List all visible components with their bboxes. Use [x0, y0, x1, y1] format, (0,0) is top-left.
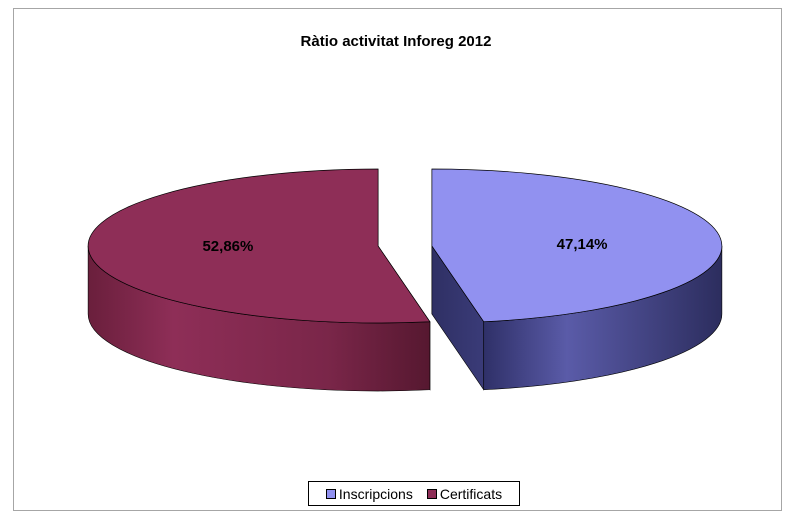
pie-slice-inscripcions: 47,14%	[432, 169, 722, 390]
data-label-certificats: 52,86%	[202, 238, 253, 255]
legend-swatch-certificats	[427, 489, 437, 499]
legend-item-certificats: Certificats	[427, 486, 502, 502]
legend-item-inscripcions: Inscripcions	[326, 486, 413, 502]
pie-slice-certificats: 52,86%	[88, 169, 430, 391]
legend-swatch-inscripcions	[326, 489, 336, 499]
data-label-inscripcions: 47,14%	[557, 236, 608, 253]
legend-label-inscripcions: Inscripcions	[339, 486, 413, 502]
legend: Inscripcions Certificats	[308, 481, 520, 506]
legend-label-certificats: Certificats	[440, 486, 502, 502]
